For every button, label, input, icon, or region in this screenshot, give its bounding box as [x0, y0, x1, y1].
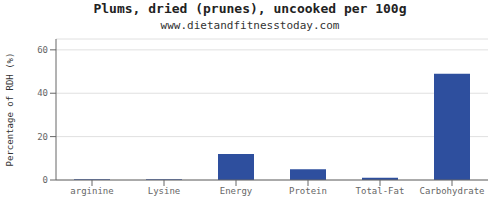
html-text:Plums, dried (prunes), uncooke: Plums, dried (prunes), uncooked per 100g: [93, 1, 407, 16]
svg-text:arginine: arginine: [70, 186, 113, 196]
svg-text:Carbohydrate: Carbohydrate: [419, 186, 484, 196]
svg-text:Total-Fat: Total-Fat: [356, 186, 405, 196]
svg-text:Lysine: Lysine: [148, 186, 181, 196]
svg-text:Percentage of RDH (%): Percentage of RDH (%): [8, 53, 15, 167]
svg-text:0: 0: [43, 175, 48, 185]
svg-text:20: 20: [37, 132, 48, 142]
svg-text:Protein: Protein: [289, 186, 327, 196]
svg-text:40: 40: [37, 88, 48, 98]
html-text:www.dietandfitnesstoday.com: www.dietandfitnesstoday.com: [160, 19, 340, 32]
svg-text:60: 60: [37, 45, 48, 55]
svg-text:Energy: Energy: [220, 186, 253, 196]
